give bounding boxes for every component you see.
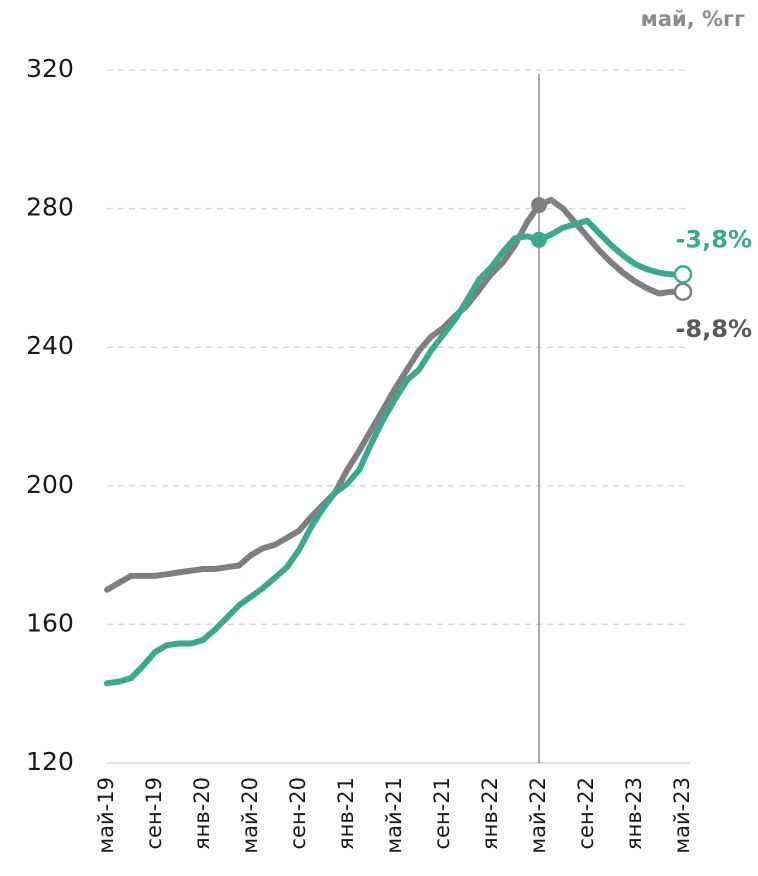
x-tick-label: янв-20	[190, 777, 214, 850]
y-tick-label: 200	[26, 470, 74, 499]
end-label: -3,8%	[675, 225, 752, 253]
x-tick-label: янв-22	[478, 777, 502, 850]
series-line	[104, 217, 686, 687]
end-point	[673, 282, 693, 302]
x-tick-label: сен-22	[574, 777, 598, 850]
chart-subtitle: май, %гг	[641, 7, 745, 31]
end-point	[673, 265, 693, 284]
x-tick-label: сен-19	[142, 777, 166, 850]
x-tick-label: янв-23	[622, 777, 646, 850]
x-tick-label: сен-21	[430, 777, 454, 850]
y-tick-label: 120	[26, 747, 74, 776]
y-tick-label: 320	[26, 54, 74, 83]
x-tick-label: май-22	[526, 777, 550, 854]
series-line	[104, 196, 686, 593]
x-tick-label: май-20	[238, 777, 262, 854]
y-tick-label: 240	[26, 331, 74, 360]
x-tick-label: май-23	[670, 777, 694, 854]
x-tick-label: янв-21	[334, 777, 358, 850]
y-tick-label: 280	[26, 193, 74, 222]
y-tick-label: 160	[26, 608, 74, 637]
x-tick-label: май-19	[94, 777, 118, 854]
x-tick-label: май-21	[382, 777, 406, 854]
reference-point	[531, 231, 547, 248]
x-tick-label: сен-20	[286, 777, 310, 850]
reference-point	[531, 197, 547, 214]
end-label: -8,8%	[675, 315, 752, 343]
